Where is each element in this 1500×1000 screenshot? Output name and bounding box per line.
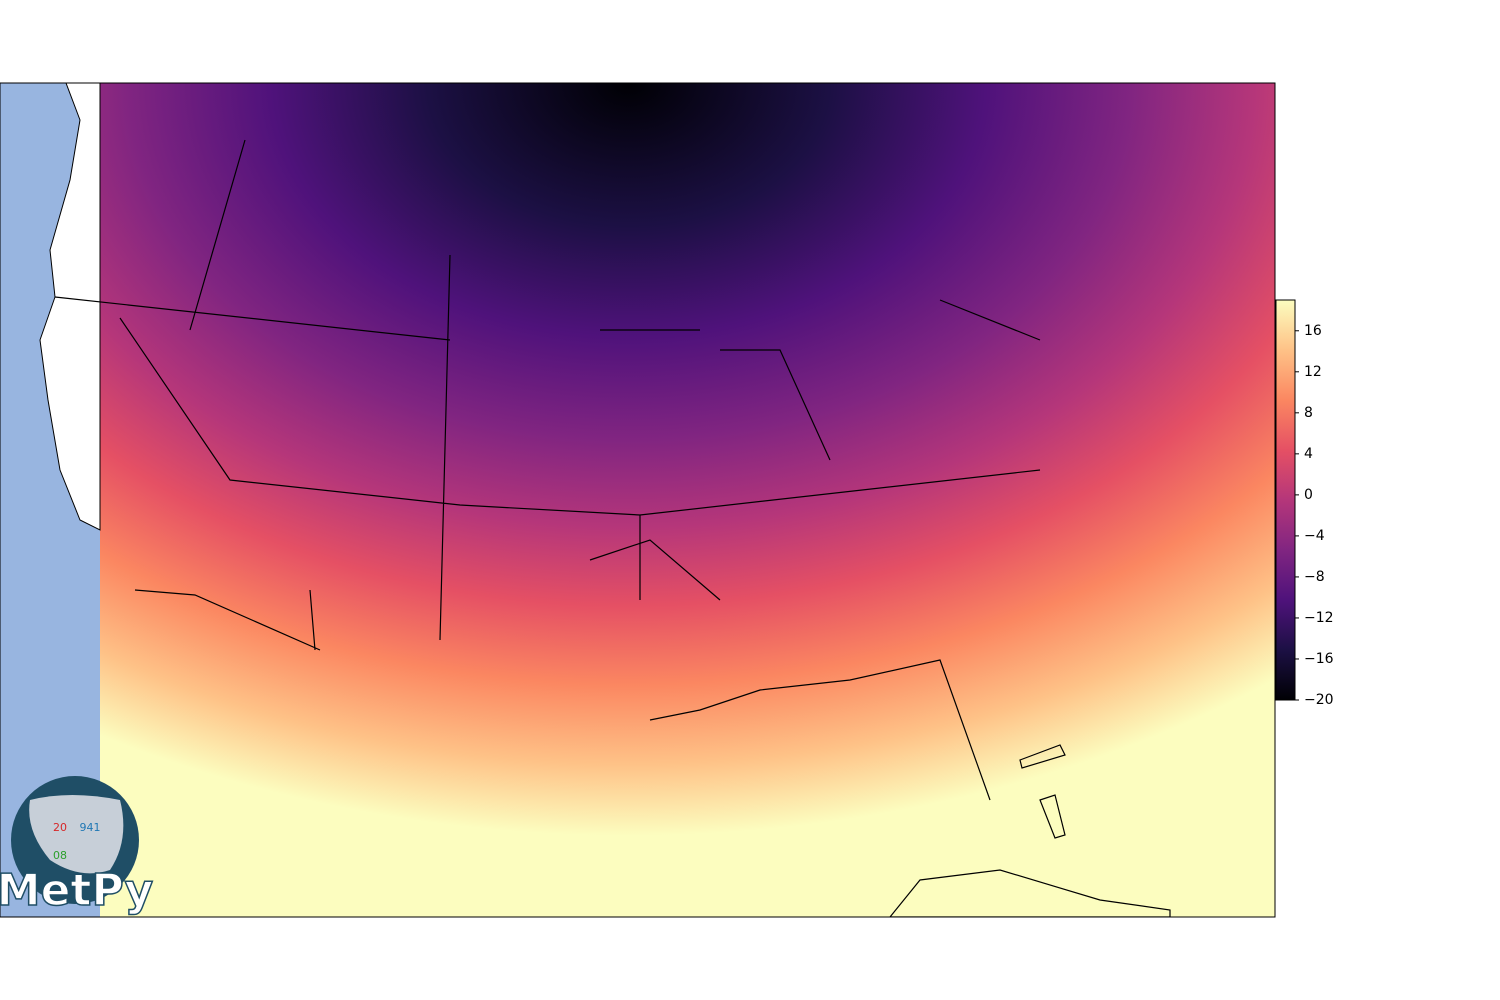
colorbar-tick-label: 16 xyxy=(1304,323,1322,339)
logo-temperature: 20 xyxy=(53,821,67,834)
map-frame xyxy=(0,82,1276,918)
logo: 20 941 08 MetPy xyxy=(0,776,154,917)
colorbar-tick-label: −8 xyxy=(1304,569,1325,585)
logo-dewpoint: 08 xyxy=(53,849,67,862)
colorbar-ramp xyxy=(1275,299,1296,701)
west-coast xyxy=(39,83,101,531)
colorbar-tick-label: −12 xyxy=(1304,610,1334,626)
colorbar-tick-label: −20 xyxy=(1304,692,1334,708)
logo-pressure: 941 xyxy=(80,821,101,834)
colorbar-tick-label: 8 xyxy=(1304,405,1313,421)
islands xyxy=(889,744,1171,917)
logo-name: MetPy xyxy=(0,865,153,916)
colorbar-tick-label: −16 xyxy=(1304,651,1334,667)
logo-land xyxy=(29,795,124,874)
colorbar-tick-label: 0 xyxy=(1304,487,1313,503)
state-borders xyxy=(54,139,1041,801)
colorbar-tick-label: −4 xyxy=(1304,528,1325,544)
colorbar-tick-label: 12 xyxy=(1304,364,1322,380)
colorbar-tick-label: 4 xyxy=(1304,446,1313,462)
colorbar: −20 −16 −12 −8 −4 0 4 8 12 16 xyxy=(1275,299,1334,708)
map-area xyxy=(0,83,1275,917)
temperature-field xyxy=(100,83,1275,917)
